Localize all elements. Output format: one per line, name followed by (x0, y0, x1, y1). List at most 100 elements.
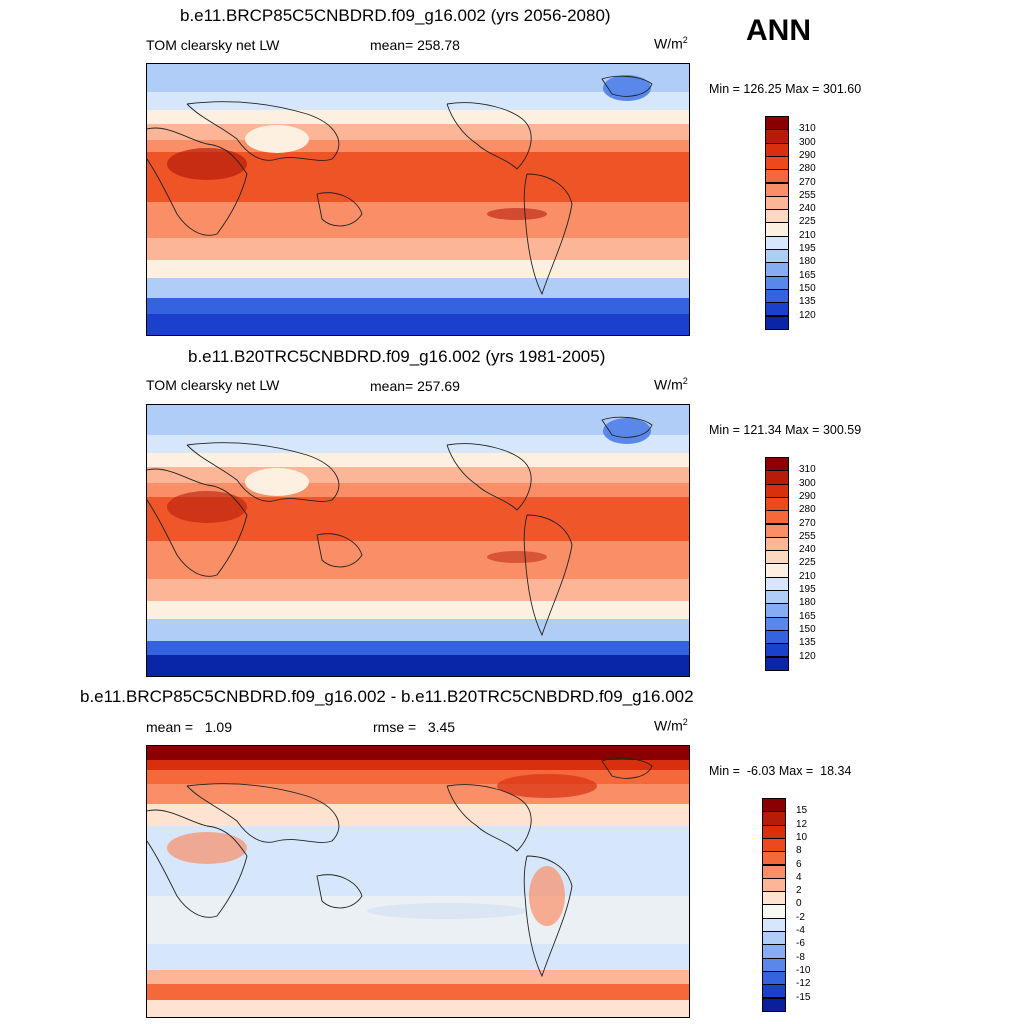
panel2-band-arctic (147, 405, 689, 435)
panel2-map-svg (147, 405, 689, 676)
panel3-colorbar-box (762, 851, 786, 866)
panel1-cbar-tick: 225 (799, 216, 816, 228)
panel3-cbar-tick: -4 (796, 925, 805, 936)
panel2-cbar-tick: 210 (799, 570, 816, 582)
panel1-colorbar-box (765, 249, 789, 264)
panel1-band-subarctic (147, 92, 689, 110)
panel1-band-antarctic-core (147, 314, 689, 335)
panel1-tibet (245, 125, 309, 153)
panel1-variable-label: TOM clearsky net LW (146, 37, 280, 53)
panel1-cbar-tick: 280 (799, 163, 816, 175)
panel2-colorbar-box (765, 510, 789, 525)
panel1-cbar-tick: 165 (799, 269, 816, 281)
panel1-title: b.e11.BRCP85C5CNBDRD.f09_g16.002 (yrs 20… (180, 6, 611, 25)
panel2-title: b.e11.B20TRC5CNBDRD.f09_g16.002 (yrs 198… (188, 347, 606, 366)
panel2-cbar-tick: 120 (799, 650, 816, 662)
panel2-colorbar-box (765, 483, 789, 498)
panel2-band-south-temperate (147, 579, 689, 601)
panel3-units: W/m2 (654, 717, 688, 734)
panel1-colorbar-box (765, 262, 789, 277)
panel3-colorbar-box (762, 904, 786, 919)
panel2-colorbar-box (765, 576, 789, 591)
panel1-mean-label: mean= 258.78 (370, 37, 460, 53)
panel1-cbar-tick: 240 (799, 203, 816, 215)
panel3-rmse-label: rmse = 3.45 (373, 719, 456, 735)
panel3-cbar-tick: -12 (796, 978, 811, 990)
panel2-coastlines (147, 416, 653, 637)
panel2-cbar-tick: 290 (799, 490, 816, 502)
panel1-colorbar-box (765, 116, 789, 131)
panel3-cbar-tick: 10 (796, 831, 808, 843)
panel3-band-southern-ocean (147, 944, 689, 970)
panel2-variable-label: TOM clearsky net LW (146, 377, 280, 393)
panel1-colorbar-box (765, 302, 789, 317)
panel3-cbar-tick: -8 (796, 951, 805, 963)
panel3-band-arctic (147, 760, 689, 770)
panel2-greenland (603, 418, 651, 444)
panel1-band-south-mid (147, 260, 689, 278)
panel2-tibet (245, 468, 309, 496)
panel1-colorbar-box (765, 182, 789, 197)
panel1-cbar-tick: 210 (799, 229, 816, 241)
panel3-colorbar-box (762, 891, 786, 906)
panel1-colorbar-box (765, 275, 789, 290)
panel2-colorbar-box (765, 496, 789, 512)
panel3-colorbar-box (762, 917, 786, 932)
panel1-band-north-temperate (147, 124, 689, 140)
panel1-cbar-tick: 150 (799, 282, 816, 294)
panel3-colorbar-box (762, 970, 786, 986)
panel3-cbar-tick: -10 (796, 964, 811, 976)
panel3-cbar-tick: -15 (796, 991, 811, 1003)
panel3-map-svg (147, 746, 689, 1017)
panel2-colorbar-box (765, 550, 789, 565)
panel1-band-arctic (147, 64, 689, 92)
panel1-colorbar-box (765, 142, 789, 157)
panel1-map (146, 63, 690, 336)
panel3-mean-label: mean = 1.09 (146, 719, 233, 735)
panel3-band-south-subtropics (147, 896, 689, 944)
panel3-band-subarctic (147, 770, 689, 784)
panel2-colorbar-box (765, 523, 789, 538)
panel2-colorbar-box (765, 656, 789, 671)
panel1-east-pacific (487, 208, 547, 220)
panel3-cbar-tick: 6 (796, 858, 802, 870)
panel1-colorbar-box (765, 169, 789, 184)
panel3-colorbar: 15 12 10 8 6 4 2 0 -2 -4 -6 -8 -10 -12 -… (762, 798, 842, 1012)
panel3-title: b.e11.BRCP85C5CNBDRD.f09_g16.002 - b.e11… (80, 687, 694, 706)
panel3-colorbar-box (762, 824, 786, 839)
panel1-cbar-tick: 270 (799, 176, 816, 188)
panel1-colorbar-box (765, 235, 789, 250)
panel3-cbar-tick: -2 (796, 911, 805, 923)
panel2-cbar-tick: 165 (799, 610, 816, 622)
panel1-greenland (603, 75, 651, 101)
panel1-colorbar: 310 300 290 280 270 255 240 225 210 195 … (765, 116, 845, 330)
panel2-band-south-mid (147, 601, 689, 619)
panel1-cbar-tick: 135 (799, 296, 816, 308)
panel2-colorbar-box (765, 643, 789, 658)
season-label: ANN (746, 14, 811, 47)
panel1-band-south-temperate (147, 238, 689, 260)
panel2-colorbar: 310 300 290 280 270 255 240 225 210 195 … (765, 457, 845, 671)
panel2-band-north-mid (147, 453, 689, 467)
panel1-colorbar-box (765, 222, 789, 237)
panel3-band-antarctic-edge (147, 970, 689, 984)
panel1-colorbar-box (765, 195, 789, 211)
panel2-cbar-tick: 240 (799, 544, 816, 556)
panel3-colorbar-box (762, 957, 786, 972)
panel2-cbar-tick: 135 (799, 637, 816, 649)
panel1-cbar-tick: 195 (799, 243, 816, 254)
panel3-colorbar-box (762, 811, 786, 826)
panel1-band-southern-ocean (147, 278, 689, 298)
panel3-cbar-tick: -6 (796, 938, 805, 950)
panel2-units: W/m2 (654, 376, 688, 393)
panel3-cbar-tick: 8 (796, 845, 802, 857)
panel1-minmax: Min = 126.25 Max = 301.60 (709, 82, 862, 96)
panel1-colorbar-box (765, 315, 789, 330)
panel3-colorbar-box (762, 931, 786, 946)
panel2-colorbar-box (765, 563, 789, 578)
panel1-units: W/m2 (654, 35, 688, 52)
panel1-band-north-mid (147, 110, 689, 124)
panel3-cbar-tick: 12 (796, 818, 808, 830)
panel3-colorbar-box (762, 798, 786, 813)
panel3-colorbar-box (762, 877, 786, 893)
